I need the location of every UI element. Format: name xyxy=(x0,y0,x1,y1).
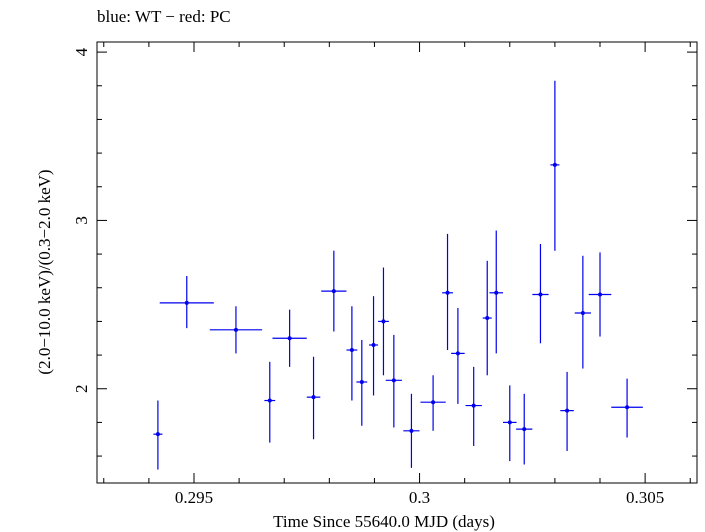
point-marker xyxy=(359,380,364,385)
data-point xyxy=(574,255,591,369)
data-point xyxy=(272,309,307,367)
point-marker xyxy=(485,316,490,321)
plot-frame xyxy=(96,41,698,484)
tick-labels-group: 0.295 0.3 0.305 2 3 4 xyxy=(72,47,664,507)
data-point xyxy=(451,307,465,404)
data-point xyxy=(306,356,321,440)
point-marker xyxy=(349,348,354,353)
point-marker xyxy=(331,289,336,294)
point-marker xyxy=(445,290,450,295)
point-marker xyxy=(371,342,376,347)
y-axis-label: (2.0−10.0 keV)/(0.3−2.0 keV) xyxy=(35,169,54,374)
y-tick-label: 2 xyxy=(72,384,91,393)
data-point xyxy=(321,250,347,332)
y-tick-label: 4 xyxy=(72,47,91,56)
point-marker xyxy=(455,351,460,356)
point-marker xyxy=(625,405,630,410)
x-tick-label: 0.3 xyxy=(409,488,430,507)
data-point xyxy=(420,375,446,431)
data-point xyxy=(503,385,517,462)
point-marker xyxy=(233,327,238,332)
data-point xyxy=(516,393,533,465)
point-marker xyxy=(184,300,189,305)
point-marker xyxy=(565,408,570,413)
data-point xyxy=(588,252,612,337)
point-marker xyxy=(507,420,512,425)
point-marker xyxy=(311,395,316,400)
data-point xyxy=(465,366,482,446)
data-point xyxy=(209,306,263,354)
data-point xyxy=(550,80,560,251)
point-marker xyxy=(538,292,543,297)
data-point xyxy=(153,400,163,470)
point-marker xyxy=(381,319,386,324)
data-point xyxy=(378,267,389,376)
x-axis-label: Time Since 55640.0 MJD (days) xyxy=(273,512,495,531)
data-point xyxy=(369,296,379,396)
data-point xyxy=(560,371,574,452)
point-marker xyxy=(552,162,557,167)
data-point xyxy=(385,334,402,428)
data-point xyxy=(264,361,276,443)
data-points-group xyxy=(153,80,643,470)
data-point xyxy=(356,339,368,426)
point-marker xyxy=(598,292,603,297)
data-point xyxy=(442,233,453,351)
data-point xyxy=(489,230,504,354)
point-marker xyxy=(580,310,585,315)
point-marker xyxy=(494,290,499,295)
point-marker xyxy=(391,378,396,383)
point-marker xyxy=(471,403,476,408)
point-marker xyxy=(155,432,160,437)
data-point xyxy=(611,378,643,438)
y-tick-label: 3 xyxy=(72,216,91,225)
data-point xyxy=(159,275,214,329)
data-point xyxy=(532,243,549,344)
x-tick-label: 0.295 xyxy=(175,488,213,507)
point-marker xyxy=(409,428,414,433)
data-point xyxy=(482,260,492,376)
x-tick-label: 0.305 xyxy=(626,488,664,507)
plot-frame-group xyxy=(96,41,698,484)
data-point xyxy=(403,393,420,468)
point-marker xyxy=(431,400,436,405)
point-marker xyxy=(267,398,272,403)
tick-marks-group xyxy=(97,42,697,483)
point-marker xyxy=(522,427,527,432)
data-point xyxy=(346,306,358,401)
point-marker xyxy=(287,336,292,341)
chart-title: blue: WT − red: PC xyxy=(97,7,231,26)
